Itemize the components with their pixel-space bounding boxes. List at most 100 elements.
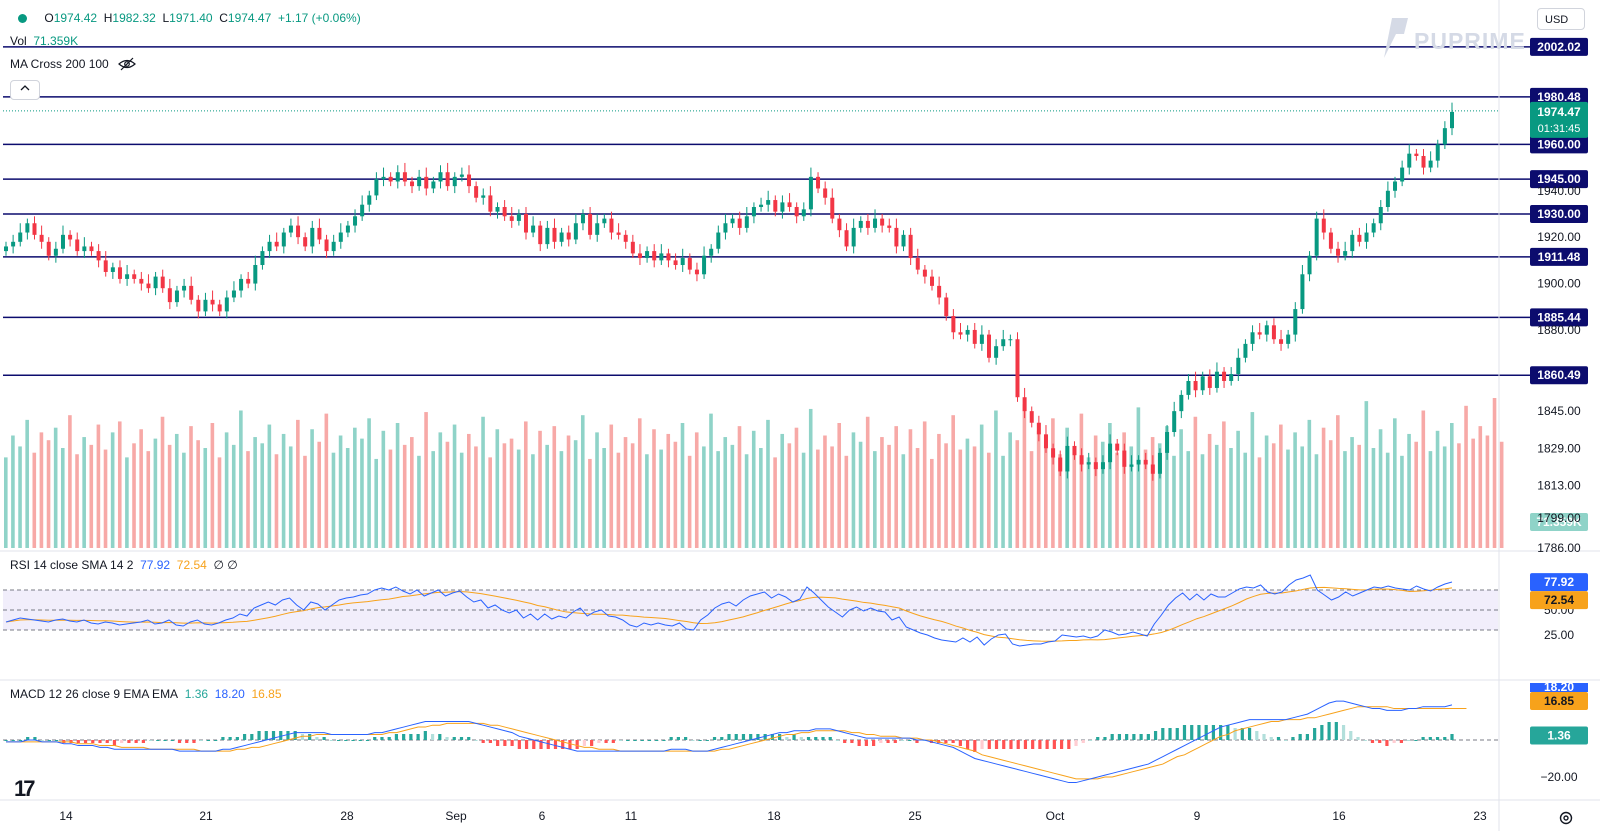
candle-body (296, 225, 301, 238)
macd-histogram-bar (604, 740, 608, 743)
macd-histogram-bar (756, 734, 760, 740)
macd-histogram-bar (351, 740, 355, 741)
volume-bar (1478, 426, 1483, 548)
macd-histogram-bar (590, 740, 594, 746)
candle-body (1328, 232, 1333, 249)
macd-histogram-bar (1074, 740, 1078, 746)
macd-histogram-bar (640, 740, 644, 741)
brand-logo-icon (1384, 18, 1408, 58)
candle-body (588, 213, 593, 235)
macd-histogram-bar (582, 740, 586, 746)
volume-bar (1093, 435, 1098, 548)
volume-bar (787, 443, 792, 548)
volume-bar (32, 452, 37, 548)
candle-body (338, 232, 343, 242)
candle-body (381, 176, 386, 180)
ohlc-l-label: L (162, 11, 170, 25)
volume-bar (873, 451, 877, 548)
ohlc-h-label: H (103, 11, 113, 25)
candle-body (659, 253, 664, 261)
volume-bar (196, 440, 200, 548)
volume-bar (353, 427, 357, 548)
volume-bar (167, 444, 172, 548)
ma-cross-legend[interactable]: MA Cross 200 100 (10, 57, 136, 71)
candle-body (1350, 234, 1355, 252)
macd-histogram-bar (1052, 740, 1056, 749)
time-tick-label: 6 (539, 809, 546, 823)
macd-histogram-bar (141, 740, 145, 743)
candle-body (1136, 459, 1141, 465)
macd-histogram-bar (300, 734, 305, 740)
eye-off-icon[interactable] (118, 57, 136, 71)
candle-body (1036, 422, 1041, 435)
candle-body (1300, 274, 1305, 310)
macd-signal-label: 16.85 (1544, 694, 1574, 708)
volume-bar (1421, 410, 1426, 548)
candle-body (1442, 128, 1447, 145)
candle-body (167, 288, 172, 303)
volume-bar (523, 421, 528, 548)
candle-body (103, 260, 108, 272)
candle-body (1378, 207, 1383, 224)
volume-bar (823, 435, 827, 548)
candle-body (808, 176, 813, 210)
candle-body (1165, 432, 1170, 453)
volume-bar (1229, 448, 1233, 548)
candles (4, 102, 1454, 481)
rsi-legend[interactable]: RSI 14 close SMA 14 2 77.92 72.54 ∅ ∅ (10, 558, 238, 572)
candle-body (937, 285, 942, 298)
level-label-bg (1530, 366, 1588, 385)
candle-body (360, 204, 365, 217)
volume-bar (1193, 416, 1198, 548)
price-tick-label: 1940.00 (1537, 184, 1581, 198)
macd-histogram-bar (1168, 728, 1172, 740)
volume-bar (224, 432, 229, 548)
candle-body (281, 232, 286, 247)
candle-body (260, 251, 265, 266)
volume-legend[interactable]: Vol 71.359K (10, 34, 78, 48)
macd-histogram-bar (900, 740, 905, 741)
macd-histogram-bar (214, 740, 218, 741)
volume-bar (730, 444, 735, 548)
macd-histogram-bar (1088, 740, 1093, 741)
currency-selector[interactable]: USD (1537, 8, 1585, 30)
macd-histogram-bar (1146, 734, 1150, 740)
volume-bar (637, 418, 642, 548)
macd-histogram-bar (1284, 740, 1288, 741)
candle-body (545, 227, 550, 245)
macd-legend[interactable]: MACD 12 26 close 9 EMA EMA 1.36 18.20 16… (10, 687, 282, 701)
volume-bar (488, 457, 492, 548)
macd-histogram-bar (192, 740, 196, 743)
macd-histogram-bar (1233, 728, 1237, 740)
candle-body (1093, 462, 1098, 470)
last-price-label: 1974.47 (1537, 105, 1581, 119)
macd-histogram-bar (872, 740, 876, 746)
volume-bar (1350, 437, 1354, 548)
macd-histogram-bar (597, 740, 601, 743)
macd-histogram-bar (228, 737, 232, 740)
candle-body (68, 234, 73, 240)
volume-bar (880, 437, 884, 548)
candle-body (1186, 380, 1191, 395)
candle-body (1015, 339, 1020, 398)
candle-body (559, 232, 564, 242)
candle-body (509, 216, 514, 221)
macd-histogram-bar (618, 740, 623, 741)
settings-gear-icon[interactable] (1558, 810, 1574, 826)
candle-body (1129, 464, 1134, 467)
macd-histogram-bar (1132, 734, 1136, 740)
macd-histogram-bar (1356, 737, 1360, 740)
volume-bar (1257, 457, 1262, 548)
volume-bar (239, 410, 243, 548)
macd-histogram-bar (821, 737, 825, 740)
candle-body (1022, 397, 1027, 412)
macd-histogram-bar (886, 740, 890, 743)
volume-bar (53, 427, 58, 548)
volume-bar (338, 435, 343, 548)
macd-histogram-bar (55, 740, 59, 741)
macd-histogram-bar (257, 731, 261, 740)
volume-bar (531, 454, 535, 548)
macd-histogram-bar (315, 737, 319, 740)
collapse-legend-button[interactable] (10, 80, 40, 100)
